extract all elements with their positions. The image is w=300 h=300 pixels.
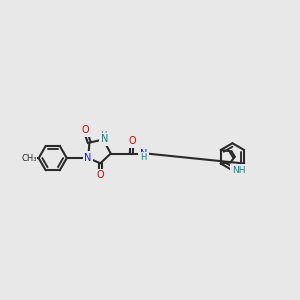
Text: O: O [26, 154, 33, 163]
Text: O: O [82, 125, 89, 135]
Text: N: N [84, 153, 92, 163]
Text: N: N [100, 134, 108, 145]
Text: O: O [97, 170, 104, 180]
Text: NH: NH [232, 166, 246, 175]
Text: N: N [140, 148, 147, 159]
Text: H: H [140, 153, 147, 162]
Text: O: O [128, 136, 136, 146]
Text: CH₃: CH₃ [21, 154, 37, 163]
Text: H: H [100, 130, 107, 140]
